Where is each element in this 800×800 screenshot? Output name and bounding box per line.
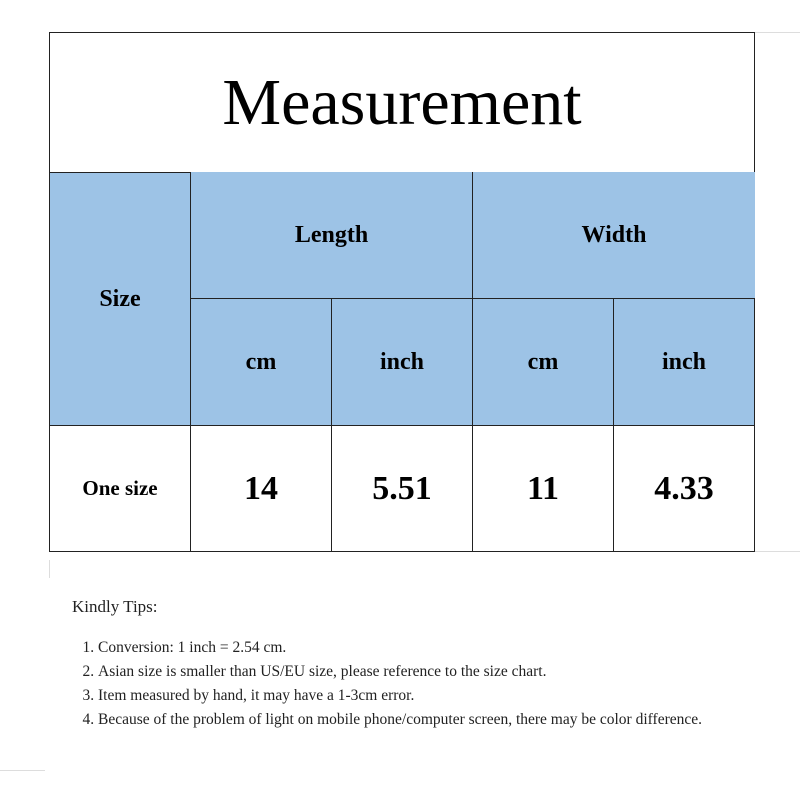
tip-item: Item measured by hand, it may have a 1-3… (98, 684, 718, 708)
cell-width-cm: 11 (472, 425, 614, 552)
header-width: Width (472, 172, 755, 299)
header-length: Length (190, 172, 473, 299)
header-length-cm: cm (190, 298, 332, 426)
tips-list: Conversion: 1 inch = 2.54 cm. Asian size… (72, 636, 718, 732)
tips-heading: Kindly Tips: (72, 597, 158, 616)
row-size: One size (49, 425, 191, 552)
tip-item: Asian size is smaller than US/EU size, p… (98, 660, 718, 684)
tip-item: Conversion: 1 inch = 2.54 cm. (98, 636, 718, 660)
header-length-inch: inch (331, 298, 473, 426)
divider (49, 560, 50, 578)
divider (755, 32, 800, 33)
tip-item: Because of the problem of light on mobil… (98, 708, 718, 732)
header-width-inch: inch (613, 298, 755, 426)
divider (0, 770, 45, 771)
header-width-cm: cm (472, 298, 614, 426)
page-title: Measurement (49, 32, 755, 173)
cell-length-cm: 14 (190, 425, 332, 552)
header-size: Size (49, 172, 191, 426)
cell-length-inch: 5.51 (331, 425, 473, 552)
divider (755, 551, 800, 552)
cell-width-inch: 4.33 (613, 425, 755, 552)
